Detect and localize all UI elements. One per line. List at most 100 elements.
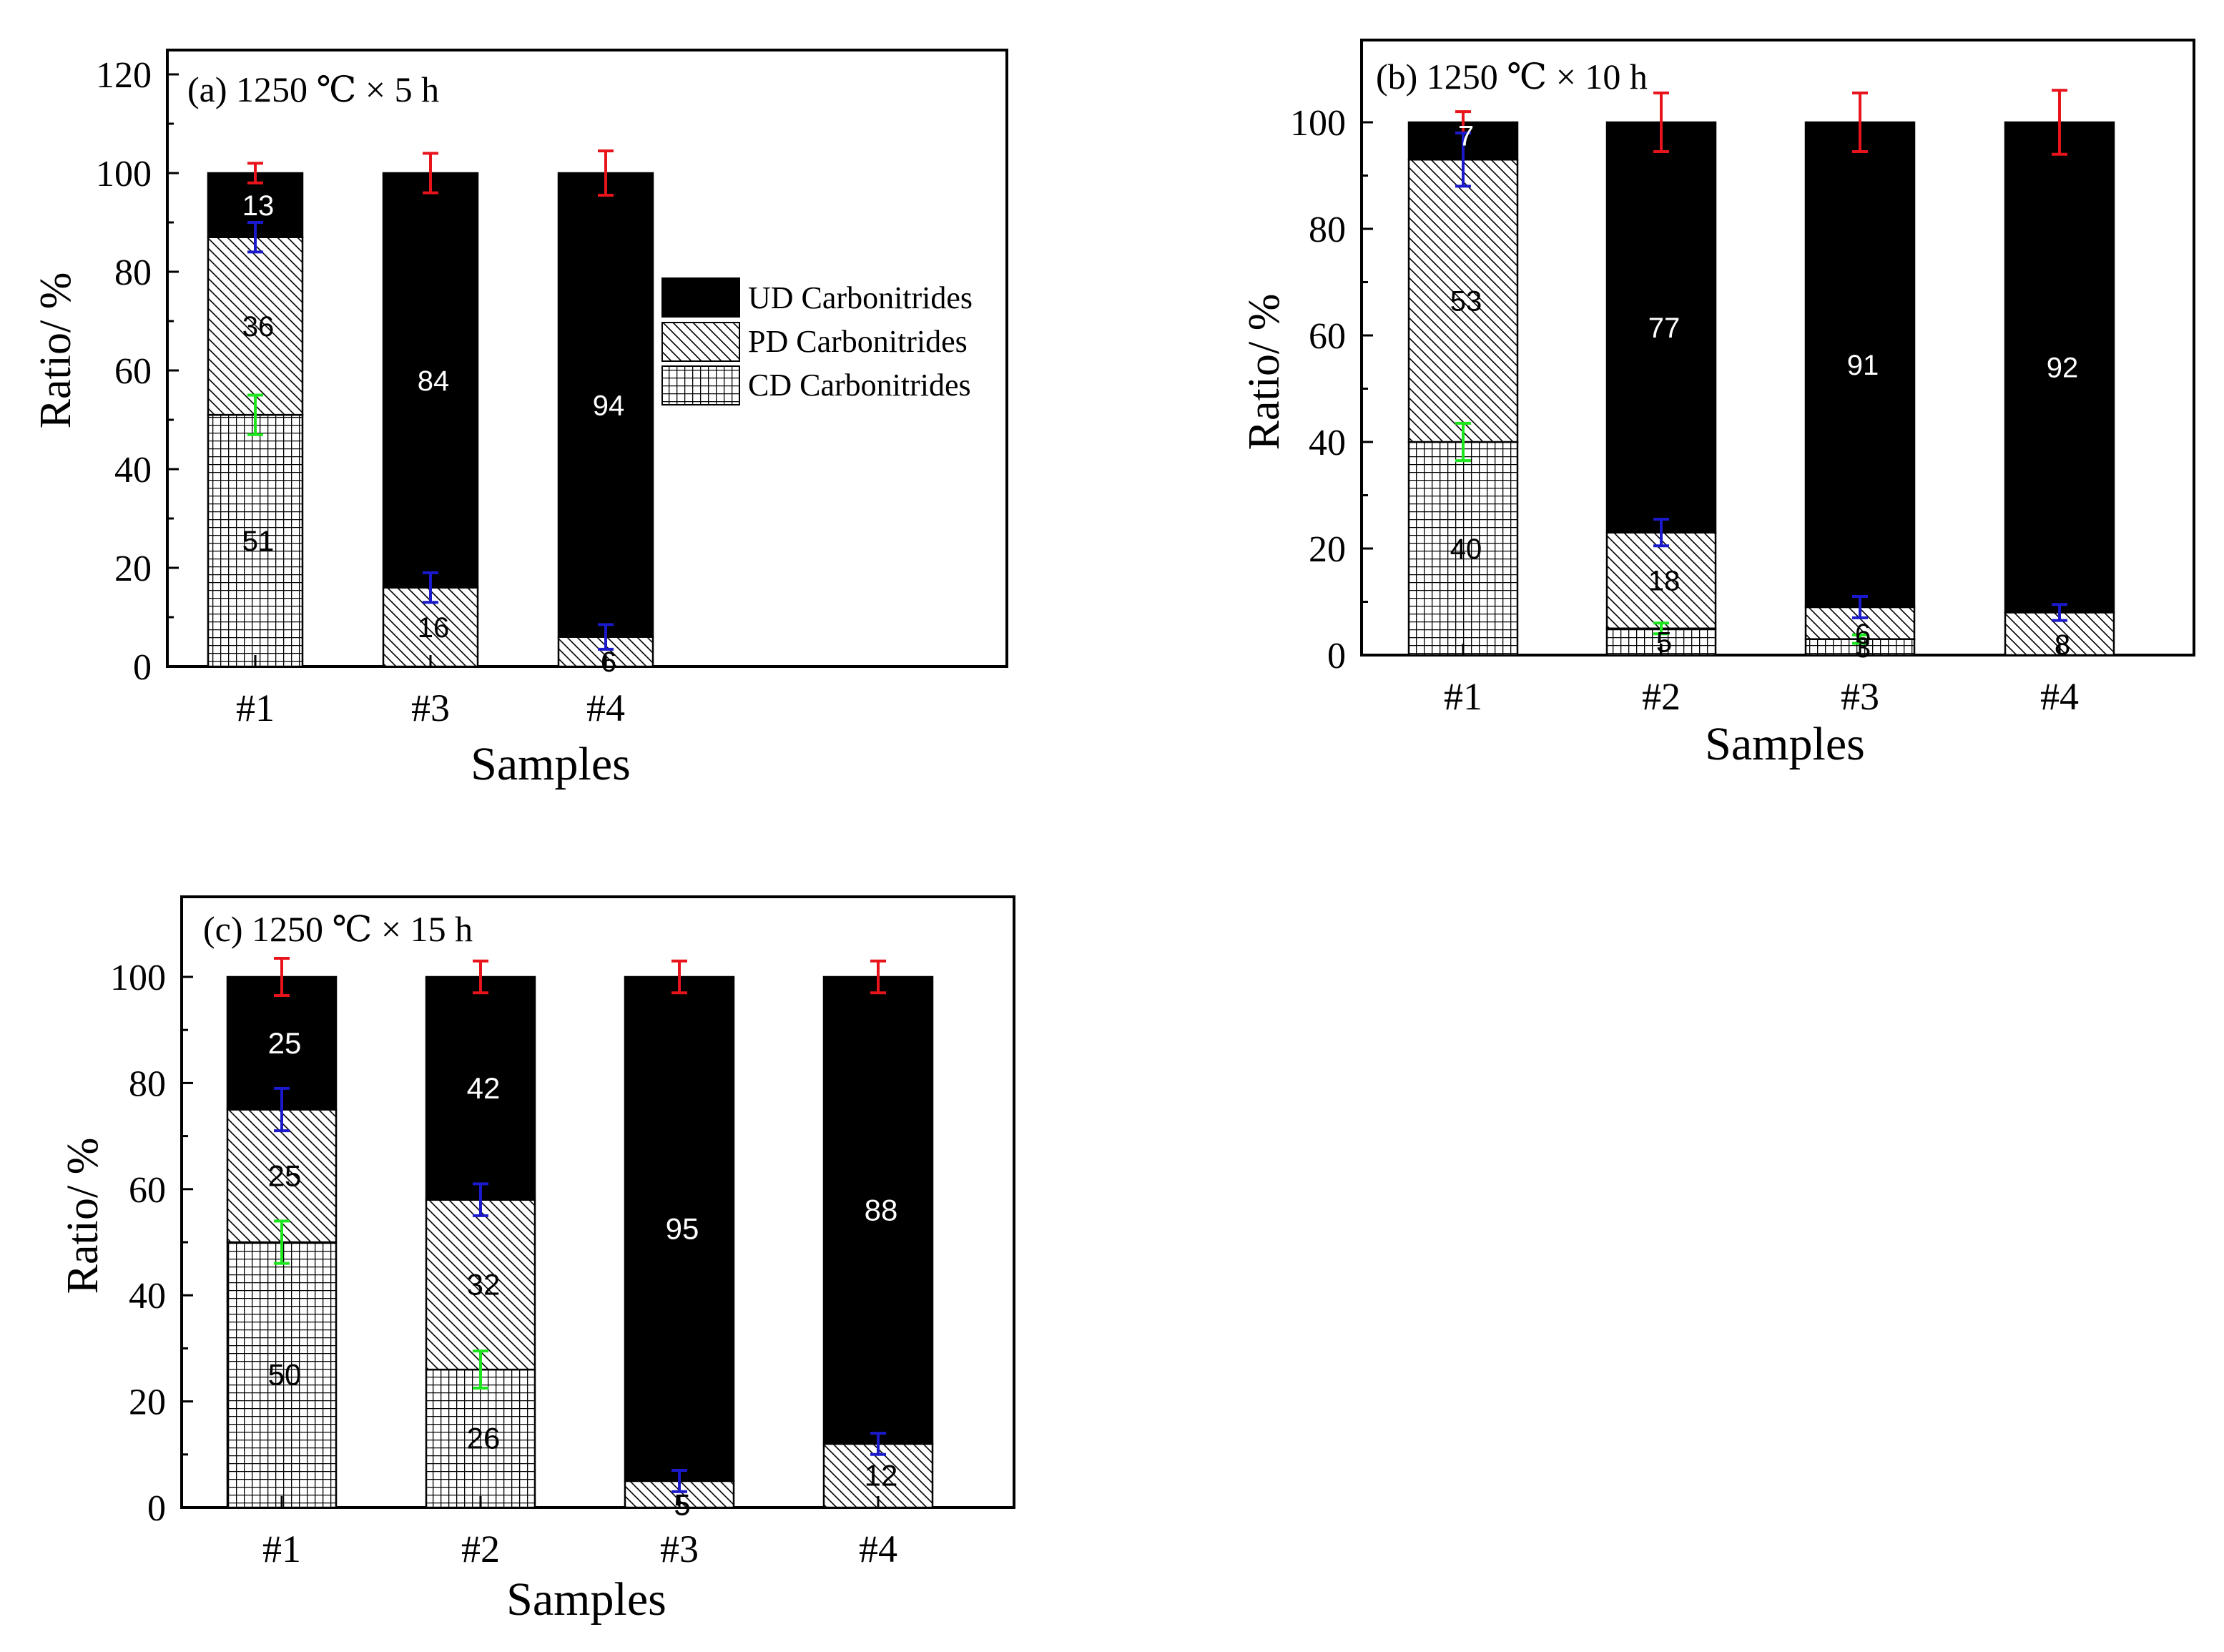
chart-title: (c) 1250 ℃ × 15 h — [203, 909, 473, 949]
error-bars — [274, 957, 886, 1493]
bar-segment-pd — [207, 236, 304, 416]
value-label-pd: 6 — [601, 646, 616, 678]
value-label-ud: 84 — [418, 365, 450, 397]
value-label-ud: 77 — [1648, 313, 1681, 344]
bar-segment-cd — [207, 413, 304, 668]
y-tick-label: 20 — [129, 1382, 166, 1423]
bar-segment-cd — [425, 1368, 536, 1509]
error-bars — [1455, 89, 2067, 645]
value-label-cd: 51 — [242, 526, 275, 557]
error-bars — [247, 149, 614, 651]
legend-label-pd: PD Carbonitrides — [748, 324, 968, 359]
y-tick-label: 100 — [110, 958, 166, 998]
y-tick-label: 60 — [1309, 316, 1346, 357]
chart-panel-a: (a) 1250 ℃ × 5 h Ratio/ % Samples 0 20 40 6… — [31, 49, 1008, 790]
value-label-ud: 42 — [467, 1071, 501, 1105]
chart-panel-c: (c) 1250 ℃ × 15 h Ratio/ % Samples 0 20 40… — [59, 895, 1015, 1626]
bar-segment-cd — [1407, 441, 1519, 657]
bars — [226, 975, 934, 1509]
y-tick-label: 80 — [1309, 210, 1346, 250]
y-tick-label: 60 — [129, 1170, 166, 1211]
value-label-ud: 7 — [1458, 121, 1474, 152]
x-categories: #1 #2 #3 #4 — [262, 1496, 897, 1570]
y-tick-label: 40 — [114, 450, 152, 491]
y-ticks: 0 20 40 60 80 100 — [1290, 103, 1373, 677]
value-label-pd: 6 — [1855, 619, 1871, 650]
bar-segment-ud — [382, 172, 479, 589]
value-label-pd: 5 — [674, 1488, 690, 1521]
value-label-pd: 25 — [268, 1159, 302, 1192]
y-ticks: 0 20 40 60 80 100 120 — [96, 55, 179, 688]
value-labels: 50 25 25 26 32 42 5 95 12 88 — [268, 1026, 898, 1522]
value-label-ud: 88 — [865, 1193, 898, 1226]
bar-segment-pd — [1605, 531, 1717, 630]
bar-segment-pd — [1407, 158, 1519, 443]
legend-swatch-cd — [661, 365, 740, 405]
plot-frame — [180, 895, 1015, 1509]
value-label-cd: 26 — [467, 1422, 501, 1455]
value-label-ud: 95 — [666, 1211, 699, 1245]
value-label-cd: 50 — [268, 1358, 302, 1392]
y-tick-label: 20 — [114, 549, 152, 589]
y-tick-label: 80 — [129, 1063, 166, 1104]
plot-frame — [1360, 39, 2195, 657]
bar-segment-ud — [425, 975, 536, 1201]
bars — [1407, 121, 2115, 657]
chart-panel-b: (b) 1250 ℃ × 10 h Ratio/ % Samples 0 20 40… — [1240, 39, 2195, 770]
value-label-pd: 18 — [1648, 566, 1681, 597]
x-tick-label: #3 — [1841, 675, 1879, 718]
x-tick-label: #3 — [660, 1528, 699, 1570]
y-tick-label: 40 — [1309, 423, 1346, 463]
x-tick-label: #4 — [859, 1528, 897, 1570]
value-label-cd: 3 — [1855, 632, 1871, 664]
value-label-ud: 25 — [268, 1026, 302, 1060]
chart-title: (b) 1250 ℃ × 10 h — [1376, 56, 1648, 97]
y-tick-label: 20 — [1309, 529, 1346, 570]
chart-title: (a) 1250 ℃ × 5 h — [187, 69, 439, 109]
value-label-ud: 91 — [1847, 350, 1879, 381]
bars — [207, 172, 654, 668]
value-label-pd: 32 — [467, 1267, 501, 1301]
value-label-cd: 40 — [1450, 534, 1482, 565]
y-ticks: 0 20 40 60 80 100 — [110, 958, 193, 1529]
bar-segment-pd — [425, 1199, 536, 1371]
legend-swatch-pd — [661, 322, 740, 362]
legend-swatch-ud — [661, 277, 740, 318]
x-tick-label: #4 — [2040, 675, 2079, 718]
bar-segment-ud — [557, 172, 654, 638]
value-labels: 51 36 13 16 84 6 94 — [242, 190, 625, 678]
legend-label-cd: CD Carbonitrides — [748, 368, 971, 403]
x-categories: #1 #2 #3 #4 — [1444, 644, 2079, 718]
y-tick-label: 0 — [133, 647, 152, 688]
x-axis-label: Samples — [506, 1573, 666, 1626]
y-tick-label: 0 — [1327, 636, 1346, 677]
value-label-pd: 53 — [1450, 286, 1482, 318]
x-tick-label: #3 — [411, 687, 450, 729]
y-tick-label: 100 — [96, 154, 152, 195]
x-tick-label: #2 — [461, 1528, 500, 1570]
y-tick-label: 120 — [96, 55, 152, 96]
legend: UD Carbonitrides PD Carbonitrides CD Car… — [661, 277, 973, 405]
x-axis-label: Samples — [1705, 718, 1865, 770]
y-tick-label: 60 — [114, 351, 152, 392]
value-label-ud: 13 — [242, 190, 275, 222]
value-label-ud: 94 — [593, 390, 625, 421]
value-label-pd: 36 — [242, 311, 275, 343]
y-tick-label: 40 — [129, 1276, 166, 1317]
x-categories: #1 #3 #4 — [236, 655, 625, 729]
value-label-cd: 5 — [1656, 626, 1672, 658]
value-label-pd: 12 — [865, 1458, 898, 1492]
x-tick-label: #2 — [1642, 675, 1681, 718]
y-tick-label: 80 — [114, 252, 152, 293]
legend-label-ud: UD Carbonitrides — [748, 280, 973, 315]
y-tick-label: 100 — [1290, 103, 1346, 144]
value-label-pd: 8 — [2055, 629, 2070, 661]
value-label-pd: 16 — [418, 612, 450, 644]
x-axis-label: Samples — [471, 738, 631, 790]
x-tick-label: #1 — [262, 1528, 301, 1570]
x-tick-label: #1 — [236, 687, 275, 729]
value-labels: 40 53 7 5 18 77 36 91 8 92 — [1450, 121, 2079, 664]
y-tick-label: 0 — [147, 1488, 166, 1529]
y-axis-label: Ratio/ % — [1240, 294, 1289, 451]
